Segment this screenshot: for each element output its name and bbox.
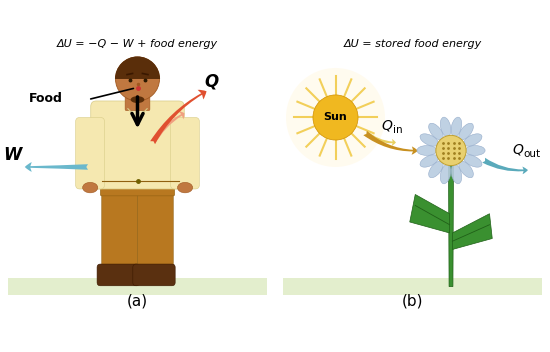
FancyBboxPatch shape <box>170 118 199 189</box>
Text: Sun: Sun <box>323 113 348 122</box>
FancyBboxPatch shape <box>101 177 175 196</box>
FancyBboxPatch shape <box>76 118 104 189</box>
Ellipse shape <box>441 164 451 184</box>
Ellipse shape <box>465 145 485 156</box>
Ellipse shape <box>420 134 438 146</box>
Text: Q: Q <box>205 73 219 91</box>
Text: out: out <box>523 149 540 159</box>
Text: $Q$: $Q$ <box>512 142 524 157</box>
FancyBboxPatch shape <box>8 278 267 295</box>
FancyBboxPatch shape <box>138 186 173 280</box>
Ellipse shape <box>441 117 451 137</box>
Text: in: in <box>393 125 402 135</box>
Ellipse shape <box>451 117 461 137</box>
Ellipse shape <box>464 155 482 167</box>
FancyBboxPatch shape <box>102 186 138 280</box>
FancyBboxPatch shape <box>133 264 175 286</box>
FancyBboxPatch shape <box>97 264 140 286</box>
Ellipse shape <box>82 182 98 193</box>
Text: (a): (a) <box>127 294 148 309</box>
Text: W: W <box>3 146 21 164</box>
Text: ΔU = stored food energy: ΔU = stored food energy <box>343 39 482 49</box>
FancyBboxPatch shape <box>283 278 542 295</box>
Ellipse shape <box>459 123 474 140</box>
Circle shape <box>313 95 358 140</box>
Polygon shape <box>410 194 450 233</box>
Wedge shape <box>115 56 160 79</box>
Text: $Q$: $Q$ <box>381 118 393 133</box>
Ellipse shape <box>131 96 144 103</box>
Text: ΔU = −Q − W + food energy: ΔU = −Q − W + food energy <box>57 39 218 49</box>
Polygon shape <box>452 214 492 250</box>
Text: Food: Food <box>29 92 63 105</box>
Ellipse shape <box>428 161 443 178</box>
Circle shape <box>286 68 385 167</box>
Ellipse shape <box>417 145 437 156</box>
Ellipse shape <box>464 134 482 146</box>
Ellipse shape <box>178 182 192 193</box>
Circle shape <box>436 136 466 165</box>
Circle shape <box>116 57 160 101</box>
FancyBboxPatch shape <box>91 101 184 189</box>
Ellipse shape <box>420 155 438 167</box>
Text: (b): (b) <box>402 294 424 309</box>
Ellipse shape <box>428 123 443 140</box>
FancyBboxPatch shape <box>125 89 150 111</box>
Ellipse shape <box>451 164 461 184</box>
Ellipse shape <box>459 161 474 178</box>
Polygon shape <box>449 165 453 287</box>
